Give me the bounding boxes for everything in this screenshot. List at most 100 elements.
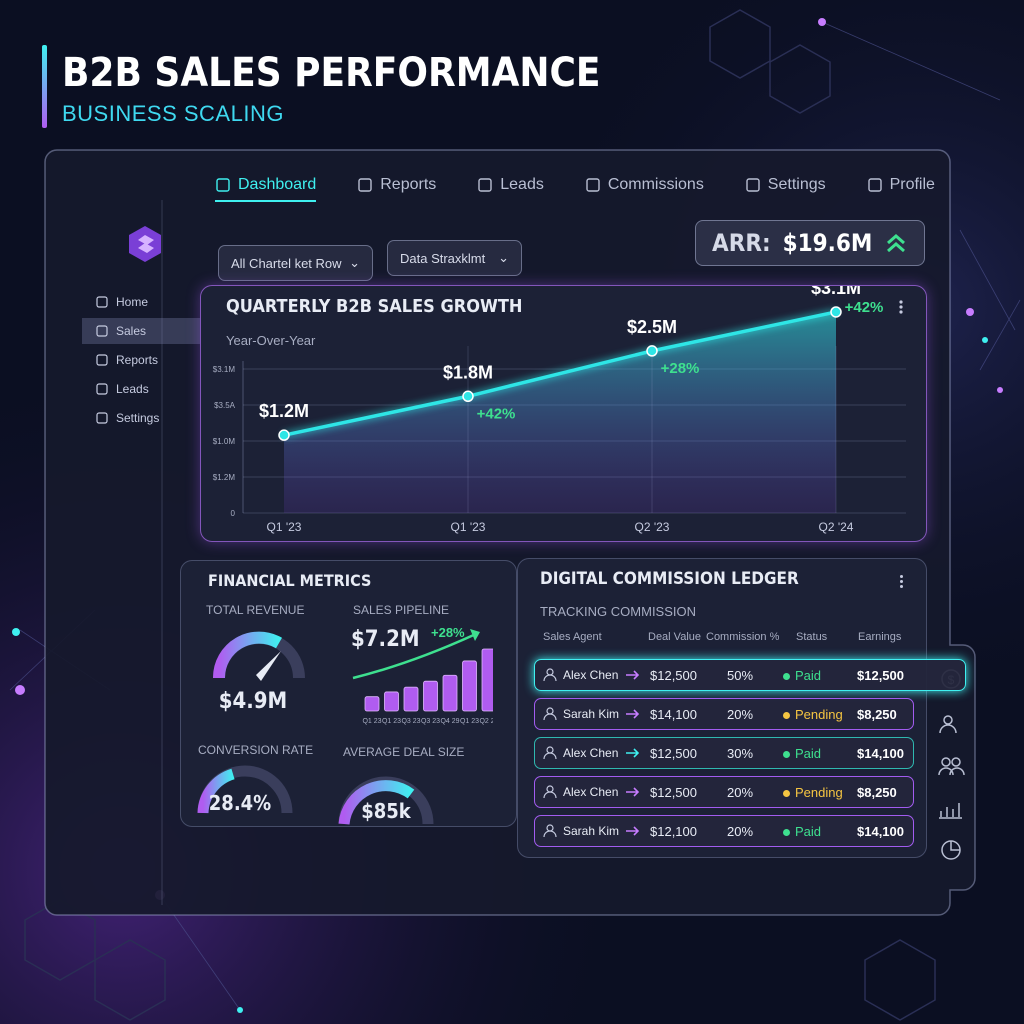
point xyxy=(830,306,842,318)
page-title: B2B SALES PERFORMANCE xyxy=(62,50,601,96)
ledger-row: Alex Chen $12,500 50% Paid $12,500 xyxy=(534,659,966,691)
menu-dot xyxy=(900,580,903,583)
icon-shape xyxy=(96,296,108,308)
metric-value: 28.4% xyxy=(208,791,272,815)
nav-tab[interactable]: Profile xyxy=(867,176,935,194)
agent-name: Alex Chen xyxy=(563,668,619,682)
sidebar-label: Sales xyxy=(116,324,147,338)
menu-dot xyxy=(899,305,903,309)
sidebar-label: Reports xyxy=(116,353,159,367)
arrow-shape xyxy=(626,670,640,680)
agent-name: Sarah Kim xyxy=(563,824,620,838)
arr-icon xyxy=(887,234,906,253)
status: Paid xyxy=(795,746,822,761)
arr-label: ARR: xyxy=(712,229,771,257)
agent-name: Alex Chen xyxy=(563,785,619,799)
point xyxy=(278,429,290,441)
bar-label: Q4 29 xyxy=(440,718,459,725)
line xyxy=(283,310,837,437)
revenue-gauge xyxy=(212,631,305,681)
bar-label: Q2 24 xyxy=(479,718,493,725)
icon-shape xyxy=(358,178,372,192)
agent-icon xyxy=(543,746,557,759)
point xyxy=(646,345,658,357)
menu-dot xyxy=(899,310,903,314)
arrow-shape xyxy=(626,709,640,719)
nav-bar: Dashboard Reports Leads Commissions Settings… xyxy=(215,176,935,202)
tab-icon xyxy=(478,178,492,192)
value-label: $1.8M xyxy=(443,362,493,382)
bar xyxy=(403,686,419,712)
nav-tab[interactable]: Settings xyxy=(745,176,826,194)
deal-value: $12,500 xyxy=(650,668,697,683)
nav-tab[interactable]: Dashboard xyxy=(215,176,317,202)
arrow xyxy=(626,709,640,719)
agent-icon xyxy=(543,668,557,681)
commission: 20% xyxy=(727,785,754,800)
icon-shape xyxy=(586,178,600,192)
metric-value: $7.2M xyxy=(351,627,420,652)
sidebar-label: Settings xyxy=(116,411,160,425)
metrics-title: FINANCIAL METRICS xyxy=(208,571,372,590)
tab-label: Settings xyxy=(767,176,826,193)
icon-shape xyxy=(96,383,108,395)
metric-label: TOTAL REVENUE xyxy=(206,603,305,617)
earnings: $14,100 xyxy=(857,824,904,839)
sidebar-icon xyxy=(96,325,108,337)
filter-label: Data Straxklmt xyxy=(400,250,486,266)
icon-shape xyxy=(746,178,760,192)
sidebar-item[interactable]: Sales xyxy=(82,318,200,344)
tab-icon xyxy=(867,178,882,192)
arrow-shape xyxy=(626,787,640,797)
sidebar-item[interactable]: Home xyxy=(82,289,200,315)
column-header: Sales Agent xyxy=(543,631,602,643)
arrow-shape xyxy=(626,748,640,758)
point xyxy=(462,390,474,403)
tab-icon xyxy=(358,178,372,192)
icon-shape xyxy=(96,325,108,337)
sidebar-label: Leads xyxy=(116,382,149,396)
chart: $3.1M $3.5A $1.0M $1.2M 0 $1.2M Q1 '23 $1.8M +42… xyxy=(213,286,906,534)
icon-shape xyxy=(216,178,230,192)
bar-label: Q3 23 xyxy=(421,718,440,725)
sidebar-icon xyxy=(96,383,108,395)
sidebar-label: Home xyxy=(116,295,149,309)
icon-shape xyxy=(96,354,108,366)
metric-value: $85k xyxy=(361,799,411,823)
change-label: +42% xyxy=(477,405,516,422)
filter-dropdown[interactable]: Data Straxklmt ⌄ xyxy=(387,240,522,276)
bar xyxy=(423,680,438,712)
status-dot xyxy=(783,712,790,719)
bar-label: Q3 23 xyxy=(401,718,420,725)
nav-tab[interactable]: Leads xyxy=(477,176,544,194)
earnings: $8,250 xyxy=(857,785,897,800)
earnings: $8,250 xyxy=(857,707,897,722)
status-dot xyxy=(783,829,790,836)
agent-name: Sarah Kim xyxy=(563,707,620,721)
nav-tab[interactable]: Commissions xyxy=(585,176,704,194)
icon-shape xyxy=(543,830,557,837)
sidebar-item[interactable]: Reports xyxy=(82,347,200,373)
filter-dropdown[interactable]: All Chartel ket Row ⌄ xyxy=(218,245,373,281)
column-header: Commission % xyxy=(706,631,780,643)
arr-box: ARR: $19.6M xyxy=(695,220,925,266)
icon-shape xyxy=(546,824,554,832)
nav-tab[interactable]: Reports xyxy=(357,176,436,194)
sidebar-item[interactable]: Settings xyxy=(82,405,200,431)
icon-shape xyxy=(546,668,554,676)
change-label: +28% xyxy=(661,360,700,377)
value-label: $3.1M xyxy=(811,286,861,298)
x-tick-label: Q1 '23 xyxy=(451,520,486,534)
metrics-panel: FINANCIAL METRICS TOTAL REVENUE $4.9M SA… xyxy=(180,560,517,827)
status: Paid xyxy=(795,668,822,683)
ledger-row: Sarah Kim $14,100 20% Pending $8,250 xyxy=(534,698,914,730)
tab-label: Reports xyxy=(380,176,437,193)
area xyxy=(284,311,836,513)
tab-label: Profile xyxy=(889,176,935,193)
bar xyxy=(481,648,493,712)
sidebar-item[interactable]: Leads xyxy=(82,376,200,402)
icon-shape xyxy=(543,713,557,720)
status-dot xyxy=(783,673,790,680)
status: Pending xyxy=(795,785,843,800)
